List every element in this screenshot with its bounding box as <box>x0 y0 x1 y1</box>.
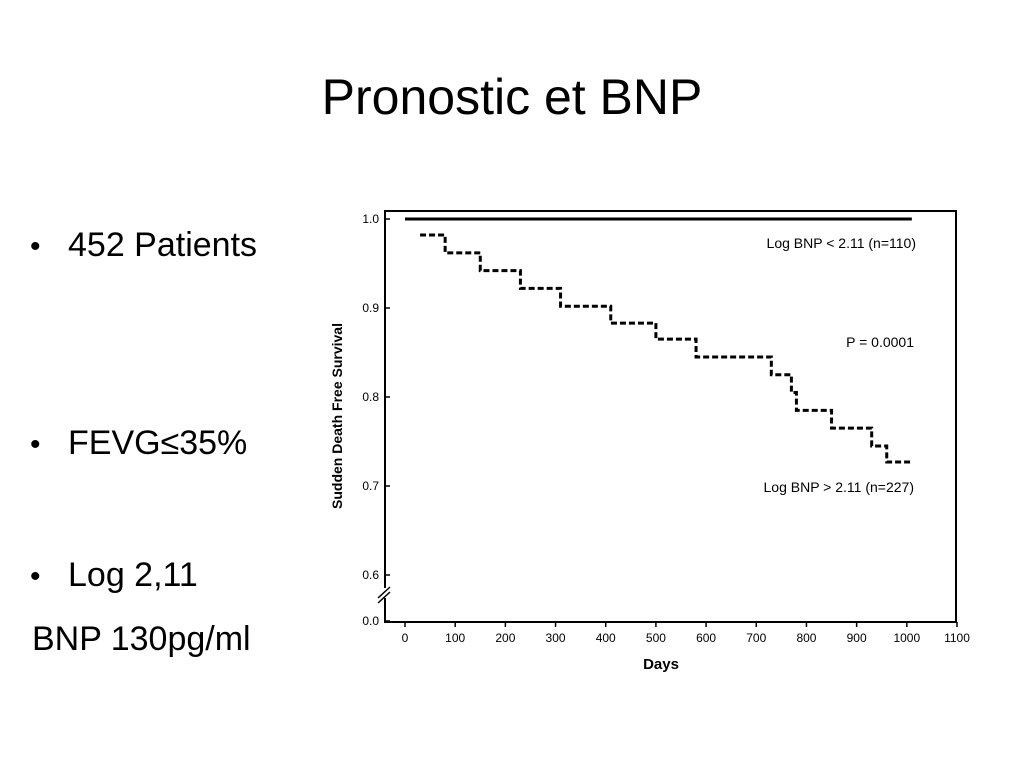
x-axis-label: Days <box>643 656 679 673</box>
x-tick-label: 1000 <box>893 631 920 645</box>
bullet-item: • FEVG≤35% <box>30 424 247 463</box>
y-tick-label: 0.0 <box>362 614 379 628</box>
y-axis-label: Sudden Death Free Survival <box>329 323 345 509</box>
x-tick-label: 600 <box>696 631 716 645</box>
y-axis-break-gap <box>381 588 389 598</box>
bullet-text: Log 2,11 <box>68 556 198 594</box>
x-tick-label: 200 <box>495 631 515 645</box>
y-tick-label: 0.7 <box>362 479 379 493</box>
x-tick-label: 400 <box>596 631 616 645</box>
bullet-text: FEVG≤35% <box>68 424 248 462</box>
bullet-dot-icon: • <box>30 428 41 461</box>
survival-chart: Sudden Death Free Survival Days Log BNP … <box>320 200 980 680</box>
bullet-text: 452 Patients <box>68 226 258 264</box>
x-tick-label: 300 <box>546 631 566 645</box>
survival-chart-svg: Sudden Death Free Survival Days Log BNP … <box>329 210 970 673</box>
annotation-lower-series: Log BNP > 2.11 (n=227) <box>764 479 914 495</box>
slide-title: Pronostic et BNP <box>321 69 703 125</box>
x-tick-label: 0 <box>402 631 409 645</box>
x-tick-label: 700 <box>746 631 766 645</box>
annotation-p-value: P = 0.0001 <box>846 334 914 350</box>
bullet-item: • 452 Patients <box>30 226 257 265</box>
series-line-high-bnp <box>420 233 912 464</box>
x-tick-label: 500 <box>646 631 666 645</box>
x-tick-label: 1100 <box>944 631 970 645</box>
plot-frame <box>384 210 957 623</box>
x-tick-label: 900 <box>847 631 867 645</box>
bullet-item: • Log 2,11 <box>30 556 198 595</box>
y-axis-break-mark <box>377 586 391 599</box>
y-tick-label: 0.8 <box>362 390 379 404</box>
bnp-threshold-line: BNP 130pg/ml <box>32 620 251 658</box>
y-tick-label: 0.6 <box>362 568 379 582</box>
y-tick-label: 0.9 <box>362 301 379 315</box>
x-tick-label: 800 <box>796 631 816 645</box>
bullet-dot-icon: • <box>30 560 41 593</box>
x-tick-label: 100 <box>445 631 465 645</box>
bullet-dot-icon: • <box>30 230 41 263</box>
y-axis-break-mark <box>377 591 391 604</box>
y-tick-label: 1.0 <box>362 212 379 226</box>
annotation-upper-series: Log BNP < 2.11 (n=110) <box>767 235 916 251</box>
